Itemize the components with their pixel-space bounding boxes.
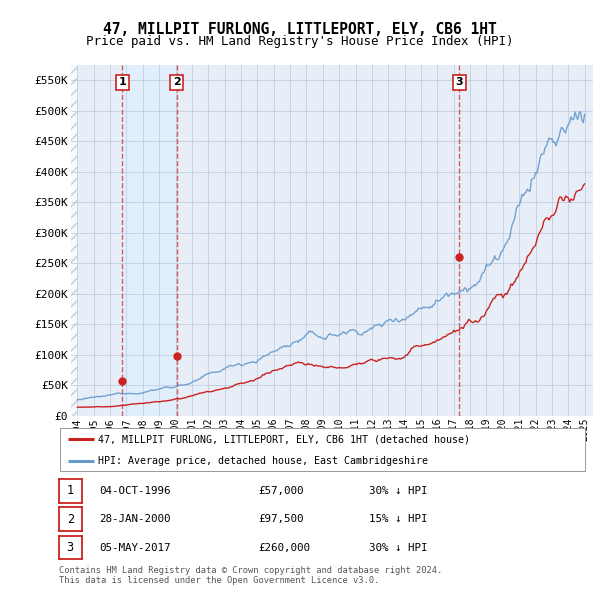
Text: 3: 3 bbox=[67, 541, 74, 554]
Text: 1: 1 bbox=[118, 77, 126, 87]
Text: 04-OCT-1996: 04-OCT-1996 bbox=[99, 486, 170, 496]
Text: 3: 3 bbox=[455, 77, 463, 87]
Text: 30% ↓ HPI: 30% ↓ HPI bbox=[369, 486, 427, 496]
Text: 1: 1 bbox=[67, 484, 74, 497]
Text: 28-JAN-2000: 28-JAN-2000 bbox=[99, 514, 170, 524]
Text: 05-MAY-2017: 05-MAY-2017 bbox=[99, 543, 170, 552]
Text: £260,000: £260,000 bbox=[258, 543, 310, 552]
Text: £57,000: £57,000 bbox=[258, 486, 304, 496]
Text: Contains HM Land Registry data © Crown copyright and database right 2024.
This d: Contains HM Land Registry data © Crown c… bbox=[59, 566, 442, 585]
Text: 30% ↓ HPI: 30% ↓ HPI bbox=[369, 543, 427, 552]
Text: 2: 2 bbox=[173, 77, 181, 87]
Text: HPI: Average price, detached house, East Cambridgeshire: HPI: Average price, detached house, East… bbox=[98, 456, 428, 466]
Text: 47, MILLPIT FURLONG, LITTLEPORT, ELY, CB6 1HT: 47, MILLPIT FURLONG, LITTLEPORT, ELY, CB… bbox=[103, 22, 497, 37]
Text: 47, MILLPIT FURLONG, LITTLEPORT, ELY, CB6 1HT (detached house): 47, MILLPIT FURLONG, LITTLEPORT, ELY, CB… bbox=[98, 434, 470, 444]
Text: 2: 2 bbox=[67, 513, 74, 526]
Text: £97,500: £97,500 bbox=[258, 514, 304, 524]
Text: Price paid vs. HM Land Registry's House Price Index (HPI): Price paid vs. HM Land Registry's House … bbox=[86, 35, 514, 48]
Bar bbox=[122, 65, 176, 416]
Bar bbox=[71, 65, 77, 416]
Text: 15% ↓ HPI: 15% ↓ HPI bbox=[369, 514, 427, 524]
